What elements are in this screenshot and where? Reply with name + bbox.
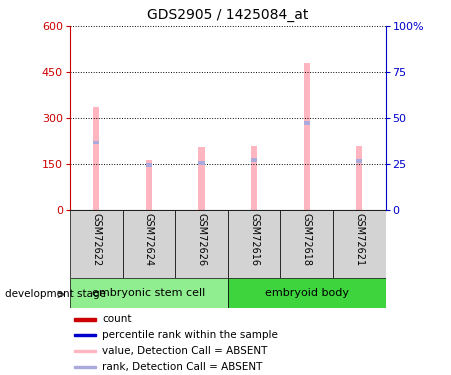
Bar	[304, 121, 310, 124]
Bar	[228, 210, 281, 278]
Bar	[74, 350, 97, 352]
Bar	[146, 163, 152, 166]
Bar	[146, 160, 152, 210]
Bar	[93, 141, 99, 144]
Text: embryoid body: embryoid body	[265, 288, 349, 297]
Bar	[251, 146, 257, 210]
Bar	[93, 107, 99, 210]
Bar	[74, 318, 97, 321]
Text: value, Detection Call = ABSENT: value, Detection Call = ABSENT	[102, 346, 267, 356]
Text: GSM72621: GSM72621	[354, 213, 364, 267]
Text: GSM72626: GSM72626	[197, 213, 207, 267]
Text: count: count	[102, 314, 132, 324]
Bar	[251, 158, 257, 162]
Bar	[333, 210, 386, 278]
Bar	[356, 146, 363, 210]
Bar	[70, 278, 228, 308]
Bar	[228, 278, 386, 308]
Bar	[74, 366, 97, 368]
Bar	[70, 210, 123, 278]
Text: GSM72624: GSM72624	[144, 213, 154, 267]
Text: GSM72618: GSM72618	[302, 213, 312, 266]
Bar	[356, 159, 363, 163]
Text: percentile rank within the sample: percentile rank within the sample	[102, 330, 278, 340]
Title: GDS2905 / 1425084_at: GDS2905 / 1425084_at	[147, 9, 308, 22]
Text: development stage: development stage	[5, 290, 106, 299]
Bar	[281, 210, 333, 278]
Bar	[304, 63, 310, 210]
Text: GSM72622: GSM72622	[91, 213, 101, 267]
Bar	[175, 210, 228, 278]
Text: rank, Detection Call = ABSENT: rank, Detection Call = ABSENT	[102, 362, 262, 372]
Bar	[123, 210, 175, 278]
Bar	[74, 334, 97, 336]
Bar	[198, 147, 205, 210]
Bar	[198, 161, 205, 165]
Text: embryonic stem cell: embryonic stem cell	[92, 288, 206, 297]
Text: GSM72616: GSM72616	[249, 213, 259, 266]
